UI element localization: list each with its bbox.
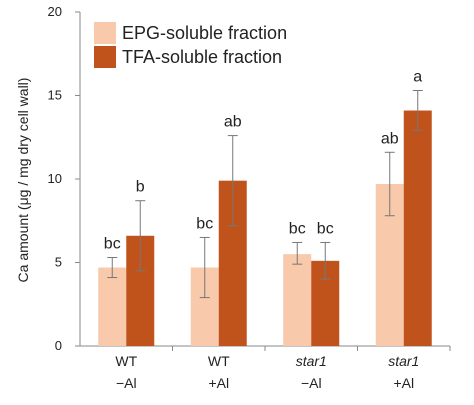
significance-label: bc [289,220,306,237]
category-label-line1: star1 [388,353,419,369]
bar-epg [98,267,127,346]
legend-label-epg: EPG-soluble fraction [122,23,287,43]
significance-label: bc [104,235,121,252]
significance-label: ab [224,114,242,131]
category-label-line2: +Al [393,375,414,391]
significance-label: bc [196,215,213,232]
legend-swatch-tfa [94,46,116,68]
y-tick-label: 10 [48,171,62,186]
y-tick-label: 5 [55,255,62,270]
bar-epg [283,254,312,346]
legend-swatch-epg [94,22,116,44]
axes: 0 5 10 15 20 WT −Al WT +Al star1 −Al star1 +Al [48,4,451,391]
y-tick-label: 15 [48,88,62,103]
category-label-line1: WT [115,353,137,369]
category-label-line2: −Al [116,375,137,391]
y-tick-label: 20 [48,4,62,19]
category-label-line2: −Al [301,375,322,391]
legend-label-tfa: TFA-soluble fraction [122,47,282,67]
significance-label: b [136,179,145,196]
bar-tfa [403,110,432,346]
y-axis-title-group: Ca amount (μg / mg dry cell wall) [15,78,31,283]
significance-label: bc [317,220,334,237]
category-label-line1: star1 [296,353,327,369]
category-label-line2: +Al [208,375,229,391]
y-axis-title: Ca amount (μg / mg dry cell wall) [15,78,31,283]
category-label-line1: WT [208,353,230,369]
y-tick-label: 0 [55,338,62,353]
significance-label: ab [381,130,399,147]
legend: EPG-soluble fraction TFA-soluble fraction [94,22,287,68]
significance-label: a [413,68,422,85]
